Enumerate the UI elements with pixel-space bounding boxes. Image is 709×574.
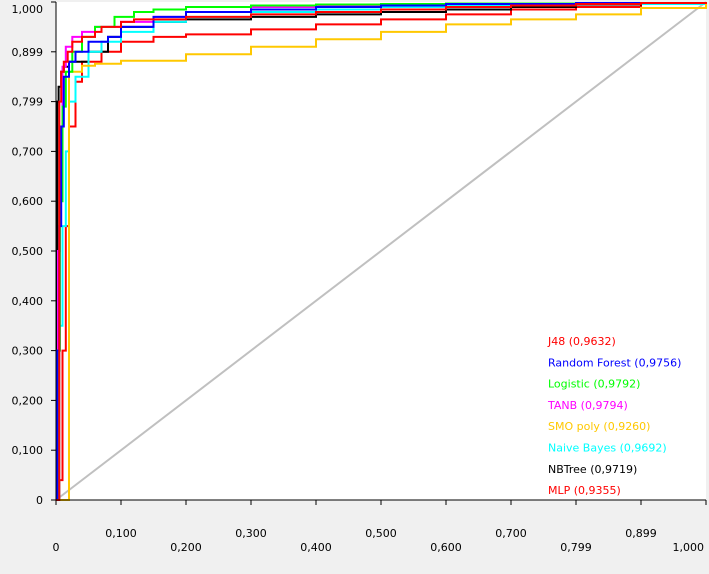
- diagonal-reference-line: [55, 1, 707, 501]
- y-tick-label: 0,400: [12, 295, 44, 308]
- y-tick-label: 0,200: [12, 394, 44, 407]
- legend-entry-4: SMO poly (0,9260): [548, 420, 650, 433]
- series-line-1: [56, 2, 707, 501]
- y-tick-label: 0,700: [12, 145, 44, 158]
- x-tick-label: 1,000: [673, 541, 705, 554]
- x-tick-label: 0: [53, 541, 60, 554]
- x-tick-label: 0,899: [625, 527, 657, 540]
- y-tick-label: 0,300: [12, 345, 44, 358]
- legend-entry-3: TANB (0,9794): [547, 399, 628, 412]
- legend-entry-1: Random Forest (0,9756): [548, 356, 681, 369]
- x-tick-label: 0,100: [105, 527, 137, 540]
- y-tick-label: 0,600: [12, 195, 44, 208]
- y-tick-label: 0,899: [12, 46, 44, 59]
- legend-entry-2: Logistic (0,9792): [548, 378, 640, 391]
- legend-entry-7: MLP (0,9355): [548, 484, 621, 497]
- y-tick-label: 0,100: [12, 444, 44, 457]
- x-tick-label: 0,600: [430, 541, 462, 554]
- legend-entry-5: Naive Bayes (0,9692): [548, 442, 667, 455]
- x-tick-label: 0,400: [300, 541, 332, 554]
- y-tick-label: 0,799: [12, 96, 44, 109]
- series-line-0: [56, 2, 707, 501]
- series-line-2: [56, 2, 707, 501]
- x-tick-label: 0,700: [495, 527, 527, 540]
- legend-entry-0: J48 (0,9632): [547, 335, 616, 348]
- y-tick-label: 1,000: [12, 3, 44, 16]
- legend-entry-6: NBTree (0,9719): [548, 463, 637, 476]
- y-tick-label: 0,500: [12, 245, 44, 258]
- y-tick-label: 0: [36, 494, 43, 507]
- x-tick-label: 0,200: [170, 541, 202, 554]
- x-tick-label: 0,799: [560, 541, 592, 554]
- series-line-4: [56, 2, 707, 501]
- x-tick-label: 0,300: [235, 527, 267, 540]
- x-tick-label: 0,500: [365, 527, 397, 540]
